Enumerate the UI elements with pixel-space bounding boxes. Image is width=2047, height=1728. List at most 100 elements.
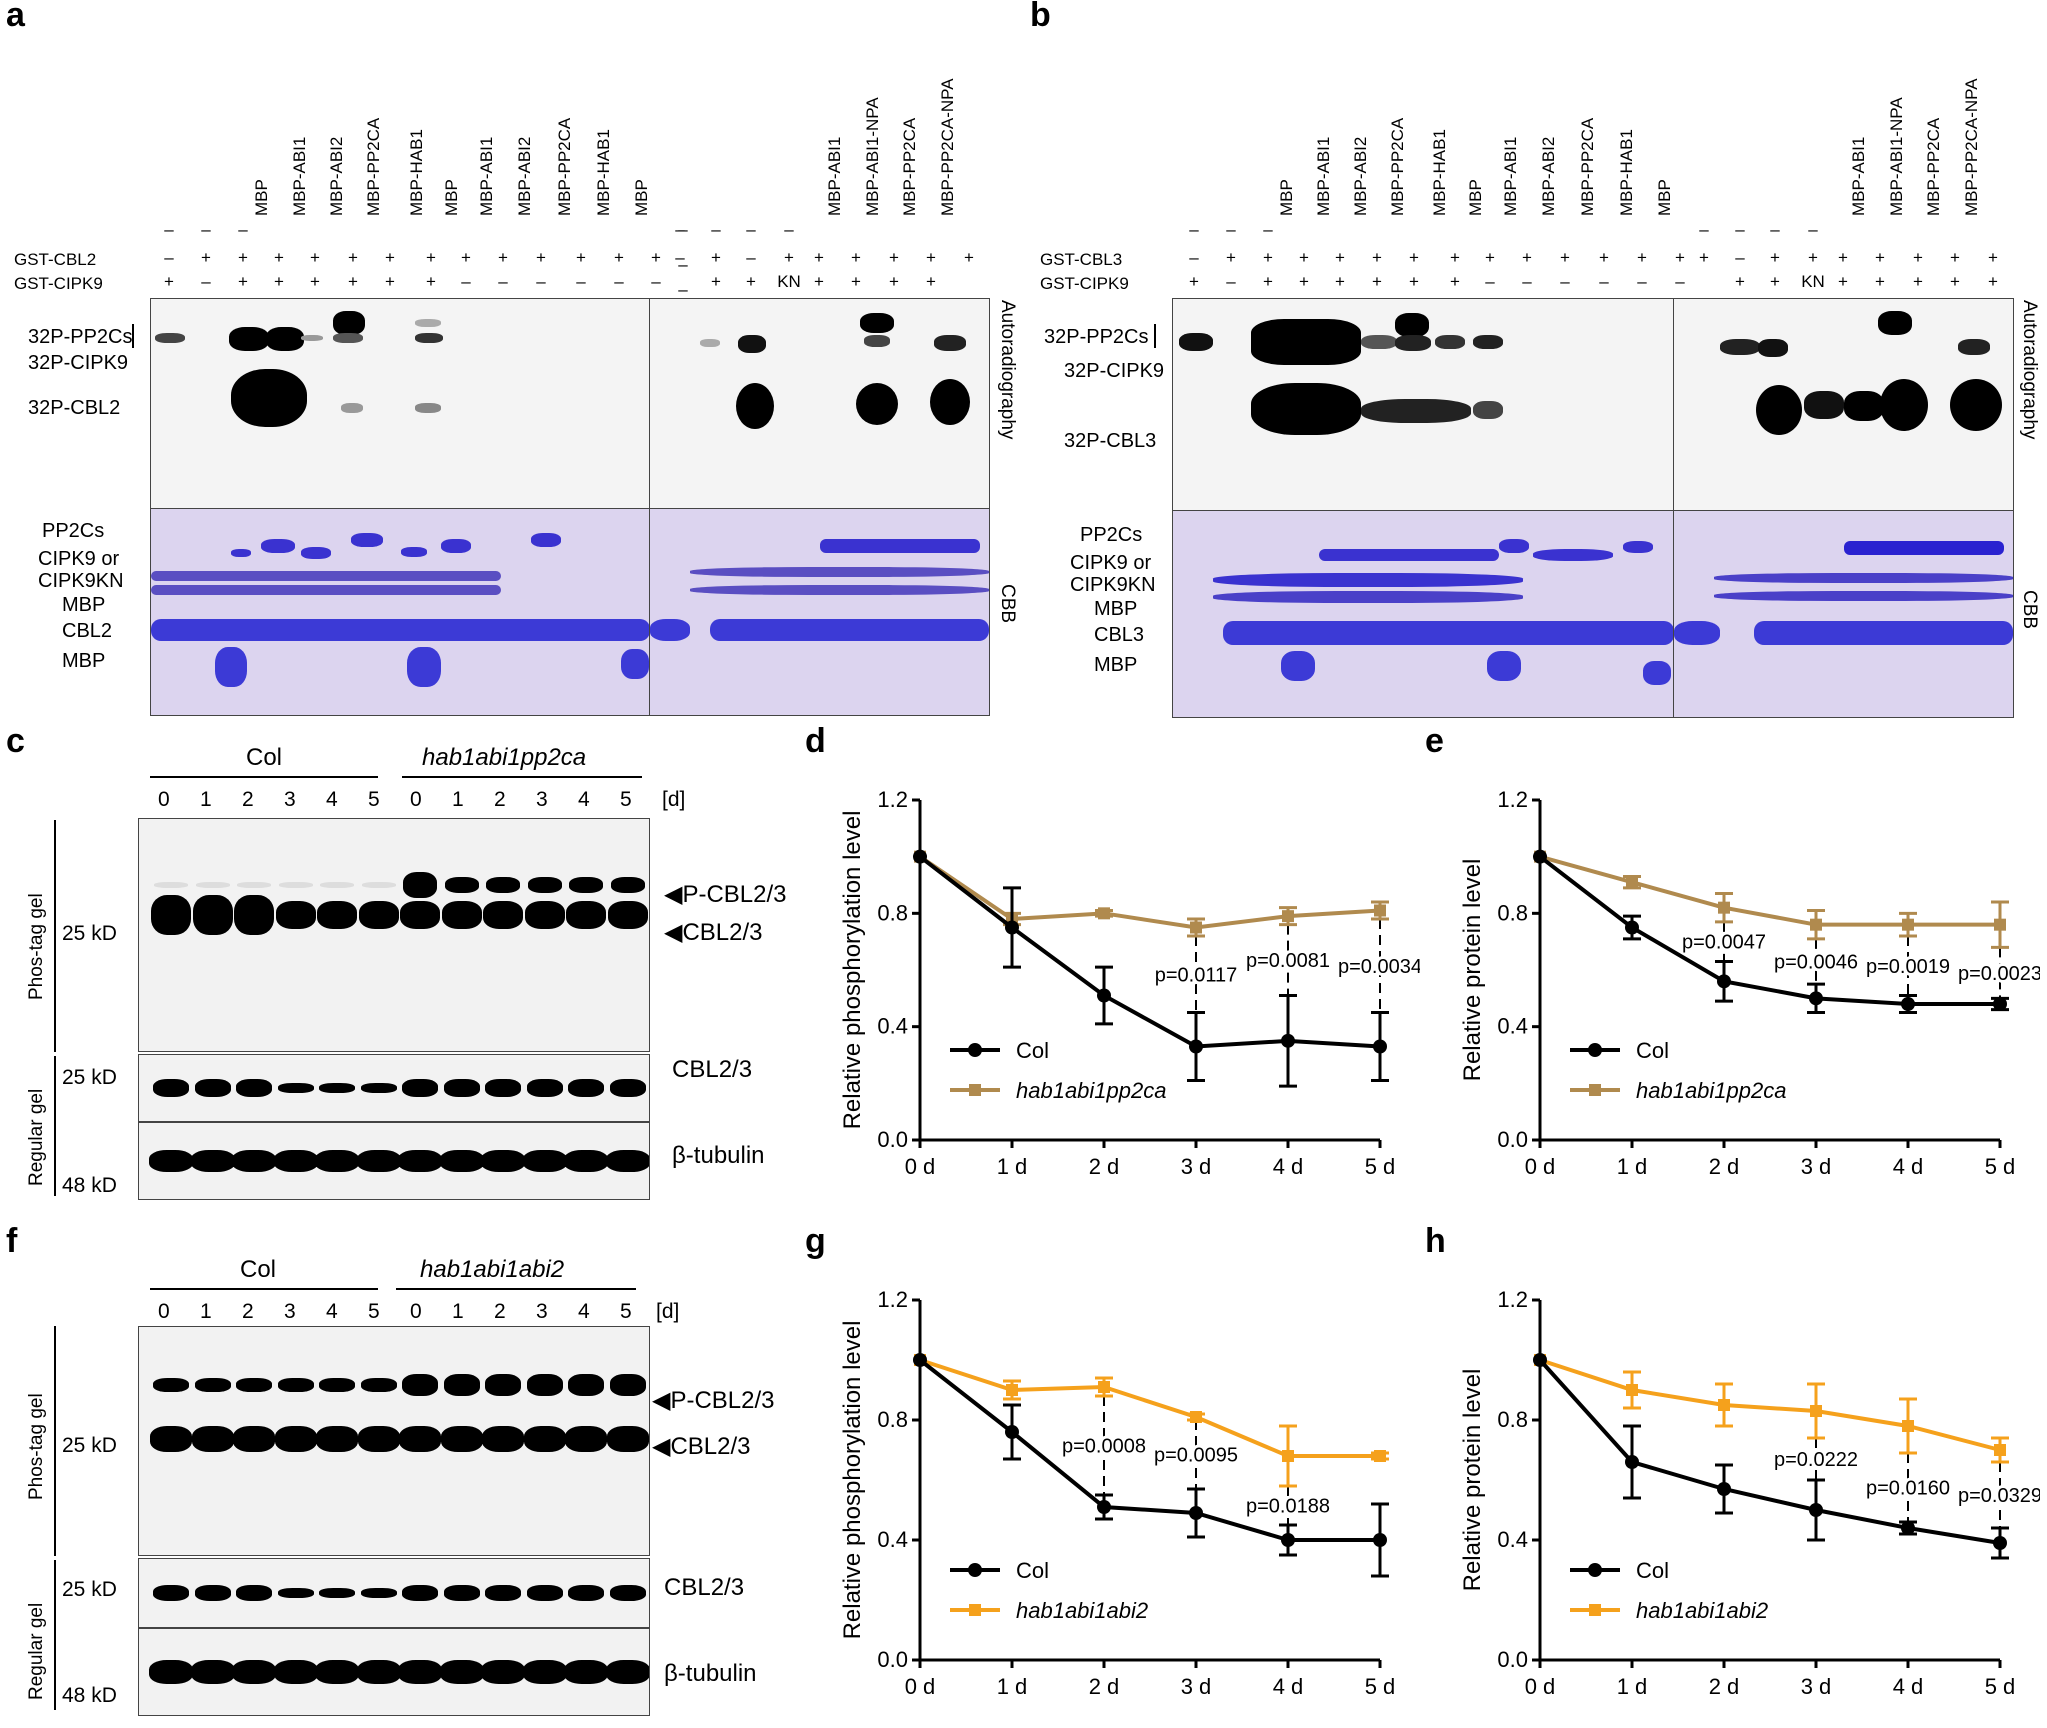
blot-band bbox=[443, 1374, 480, 1396]
bracket bbox=[54, 1560, 56, 1710]
blot-band bbox=[402, 1585, 438, 1601]
blot-band bbox=[278, 882, 313, 888]
autoradiography-gel-left bbox=[150, 298, 651, 510]
label-p-cbl-text: P-CBL2/3 bbox=[682, 881, 787, 908]
blot-band bbox=[605, 1660, 649, 1684]
row-label-cbl2: GST-CBL2 bbox=[14, 250, 97, 269]
label-cbl-regular: CBL2/3 bbox=[664, 1574, 745, 1601]
band bbox=[700, 339, 720, 347]
y-tick-label: 0.0 bbox=[1497, 1127, 1528, 1152]
blot-band bbox=[232, 1150, 276, 1172]
plus-sign: + bbox=[1838, 248, 1848, 267]
blot-band bbox=[320, 882, 354, 888]
x-tick-label: 1 d bbox=[1617, 1154, 1648, 1179]
y-tick-label: 1.2 bbox=[1497, 1287, 1528, 1312]
col-label: MBP-ABI2 bbox=[1351, 136, 1370, 216]
data-point bbox=[1809, 1503, 1823, 1517]
day-label: 4 bbox=[326, 1300, 338, 1323]
minus-sign: – bbox=[461, 272, 471, 291]
row-label-cipk9: GST-CIPK9 bbox=[14, 274, 103, 293]
p-value-label: p=0.0160 bbox=[1866, 1478, 1950, 1500]
blot-band bbox=[277, 1083, 314, 1093]
data-point bbox=[1717, 1482, 1731, 1496]
col-label: MBP-ABI1 bbox=[825, 136, 844, 216]
bracket bbox=[54, 820, 56, 1052]
group-line bbox=[402, 776, 642, 778]
plus-sign: + bbox=[385, 272, 395, 291]
band bbox=[407, 647, 441, 687]
blot-band bbox=[195, 882, 230, 888]
col-label: MBP bbox=[1655, 179, 1674, 216]
autoradiography-gel-left bbox=[1172, 298, 1675, 512]
data-point bbox=[1810, 1405, 1822, 1417]
label-32p-cbl3: 32P-CBL3 bbox=[1064, 430, 1157, 452]
band bbox=[621, 649, 649, 679]
day-label: 0 bbox=[158, 788, 170, 811]
plus-sign: + bbox=[1299, 248, 1309, 267]
blot-band bbox=[356, 1660, 401, 1684]
data-point bbox=[1533, 849, 1547, 864]
band bbox=[351, 533, 383, 547]
x-tick-label: 0 d bbox=[1525, 1154, 1556, 1179]
band bbox=[690, 585, 989, 595]
blot-band bbox=[566, 901, 606, 929]
band bbox=[151, 619, 650, 641]
series-line bbox=[918, 1358, 1380, 1542]
x-tick-label: 4 d bbox=[1893, 1154, 1924, 1179]
col-label: MBP bbox=[442, 179, 461, 216]
label-cipk9kn: CIPK9KN bbox=[1070, 574, 1156, 596]
panel-c-label: c bbox=[6, 722, 25, 760]
legend-marker bbox=[1588, 1043, 1602, 1057]
band bbox=[401, 547, 427, 557]
band bbox=[1643, 661, 1671, 685]
blot-band bbox=[610, 877, 645, 893]
blot-band bbox=[273, 1150, 318, 1172]
plus-sign: + bbox=[1770, 248, 1780, 267]
blot-band bbox=[319, 1588, 355, 1598]
minus-sign: – bbox=[746, 220, 756, 239]
band bbox=[1880, 379, 1928, 431]
side-label-cbb: CBB bbox=[2019, 590, 2040, 630]
group-col: Col bbox=[240, 1256, 277, 1283]
band bbox=[441, 539, 471, 553]
plus-sign: + bbox=[348, 248, 358, 267]
x-tick-label: 5 d bbox=[1985, 1154, 2016, 1179]
plus-sign: + bbox=[889, 248, 899, 267]
day-label: 1 bbox=[452, 1300, 464, 1323]
minus-sign: – bbox=[1189, 248, 1199, 267]
day-label: 0 bbox=[410, 1300, 422, 1323]
day-label: 2 bbox=[242, 788, 254, 811]
blot-band bbox=[523, 1426, 566, 1452]
day-unit: [d] bbox=[662, 788, 686, 811]
blot-band bbox=[275, 901, 316, 929]
blot-band bbox=[402, 1374, 438, 1396]
data-point bbox=[913, 1353, 927, 1367]
band bbox=[1487, 651, 1521, 681]
plus-sign: + bbox=[614, 248, 624, 267]
x-tick-label: 4 d bbox=[1273, 1674, 1304, 1699]
kd-25b: 25 kD bbox=[62, 1066, 117, 1089]
data-point bbox=[1718, 1399, 1730, 1411]
plus-sign: + bbox=[1226, 248, 1236, 267]
minus-sign: – bbox=[1808, 220, 1818, 239]
col-label: MBP-PP2CA bbox=[900, 117, 919, 216]
minus-sign: – bbox=[1735, 220, 1745, 239]
data-point bbox=[1718, 901, 1730, 914]
blot-band bbox=[402, 1079, 438, 1097]
band bbox=[736, 383, 774, 429]
band bbox=[151, 585, 501, 595]
blot-band bbox=[274, 1426, 317, 1452]
plus-sign: + bbox=[711, 248, 721, 267]
y-axis-label: Relative protein level bbox=[1459, 1369, 1486, 1592]
plus-sign: + bbox=[1409, 272, 1419, 291]
legend-label: Col bbox=[1636, 1558, 1669, 1583]
day-label: 5 bbox=[368, 788, 380, 811]
minus-sign: – bbox=[675, 248, 685, 267]
blot-band bbox=[357, 1426, 400, 1452]
blot-band bbox=[233, 1426, 275, 1452]
legend-marker bbox=[968, 1043, 982, 1057]
band bbox=[229, 327, 269, 351]
plus-sign: + bbox=[1950, 248, 1960, 267]
x-tick-label: 5 d bbox=[1365, 1154, 1396, 1179]
label-pp2cs: PP2Cs bbox=[42, 520, 105, 542]
